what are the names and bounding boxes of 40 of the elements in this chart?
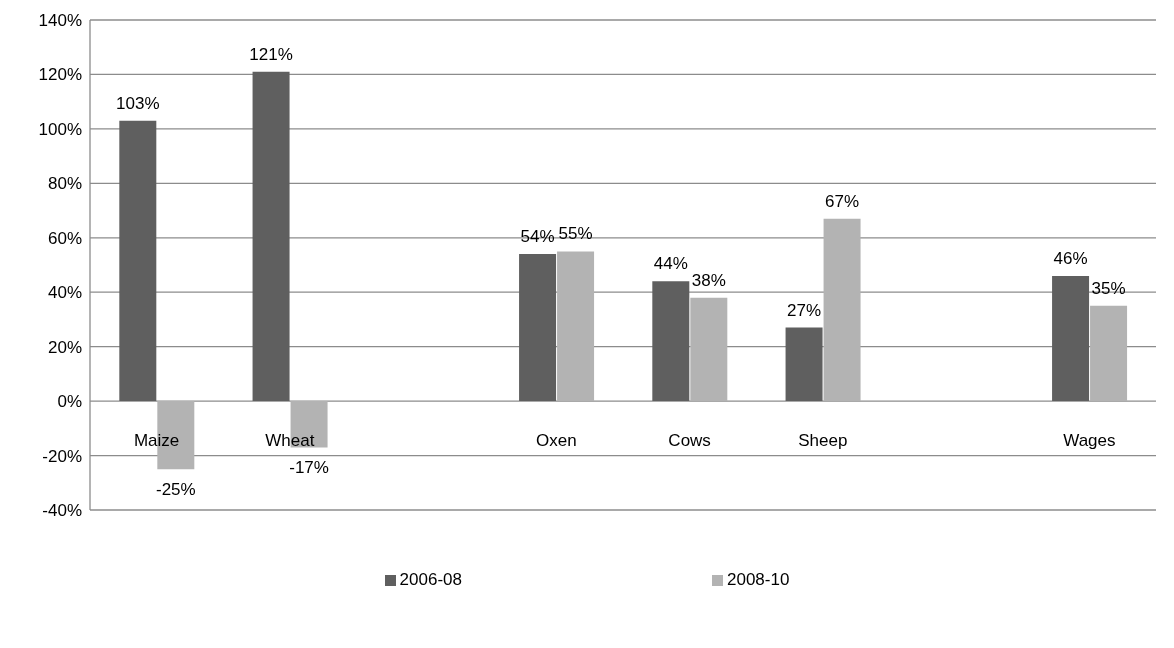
bar xyxy=(1052,275,1090,402)
y-tick-label: 0% xyxy=(57,392,82,412)
x-tick-label: Wheat xyxy=(265,431,315,451)
data-label: -25% xyxy=(155,480,196,500)
y-tick-label: -20% xyxy=(42,446,82,466)
bar xyxy=(252,71,290,402)
bar xyxy=(1090,305,1128,402)
data-label: 38% xyxy=(691,270,726,290)
x-tick-label: Cows xyxy=(668,431,711,451)
data-label: 121% xyxy=(249,44,293,64)
y-tick-label: 140% xyxy=(38,11,82,31)
bar xyxy=(785,327,823,402)
legend-label: 2008-10 xyxy=(726,570,790,590)
x-tick-label: Oxen xyxy=(536,431,577,451)
y-tick-label: 40% xyxy=(47,283,82,303)
data-label: 35% xyxy=(1091,278,1126,298)
y-tick-label: 20% xyxy=(47,337,82,357)
x-tick-label: Wages xyxy=(1063,431,1116,451)
y-tick-label: 100% xyxy=(38,119,82,139)
legend-label: 2006-08 xyxy=(398,570,462,590)
bar xyxy=(519,254,557,402)
y-tick-label: -40% xyxy=(42,501,82,521)
data-label: 55% xyxy=(558,224,593,244)
data-label: 67% xyxy=(825,191,860,211)
y-tick-label: 80% xyxy=(47,174,82,194)
y-tick-label: 60% xyxy=(47,228,82,248)
bar xyxy=(557,251,595,402)
x-tick-label: Sheep xyxy=(798,431,848,451)
y-tick-label: 120% xyxy=(38,65,82,85)
data-label: -17% xyxy=(289,458,329,478)
data-label: 44% xyxy=(653,254,688,274)
bar xyxy=(690,297,728,402)
data-label: 54% xyxy=(520,227,555,247)
data-label: 46% xyxy=(1053,248,1088,268)
bar xyxy=(119,120,157,402)
x-tick-label: Maize xyxy=(133,431,180,451)
data-label: 103% xyxy=(116,93,160,113)
bar xyxy=(652,281,690,402)
data-label: 27% xyxy=(787,300,822,320)
bar xyxy=(823,218,861,402)
